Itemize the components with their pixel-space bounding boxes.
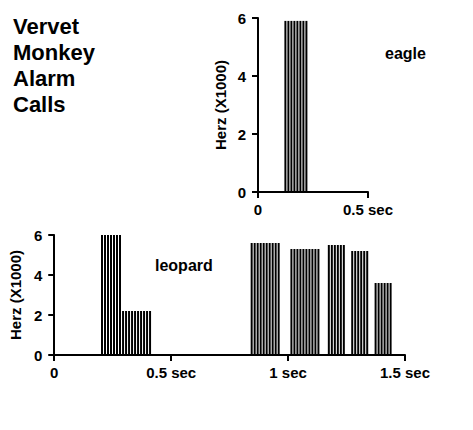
svg-text:leopard: leopard: [155, 257, 213, 274]
svg-text:Herz (X1000): Herz (X1000): [7, 250, 24, 340]
svg-text:0: 0: [34, 347, 42, 364]
svg-text:Monkey: Monkey: [13, 40, 96, 65]
svg-text:Calls: Calls: [13, 92, 66, 117]
svg-text:0: 0: [238, 184, 246, 201]
svg-text:Vervet: Vervet: [13, 14, 80, 39]
svg-text:4: 4: [34, 267, 43, 284]
svg-text:0.5 sec: 0.5 sec: [146, 364, 196, 381]
svg-text:2: 2: [34, 307, 42, 324]
svg-text:1 sec: 1 sec: [269, 364, 307, 381]
svg-text:0.5 sec: 0.5 sec: [343, 201, 393, 218]
svg-text:2: 2: [238, 126, 246, 143]
svg-text:6: 6: [238, 10, 246, 27]
svg-text:eagle: eagle: [385, 45, 426, 62]
svg-text:6: 6: [34, 227, 42, 244]
svg-text:Herz (X1000): Herz (X1000): [212, 60, 229, 150]
svg-text:1.5 sec: 1.5 sec: [380, 364, 430, 381]
svg-text:Alarm: Alarm: [13, 66, 75, 91]
svg-text:0: 0: [254, 201, 262, 218]
svg-text:4: 4: [238, 68, 247, 85]
svg-text:0: 0: [50, 364, 58, 381]
